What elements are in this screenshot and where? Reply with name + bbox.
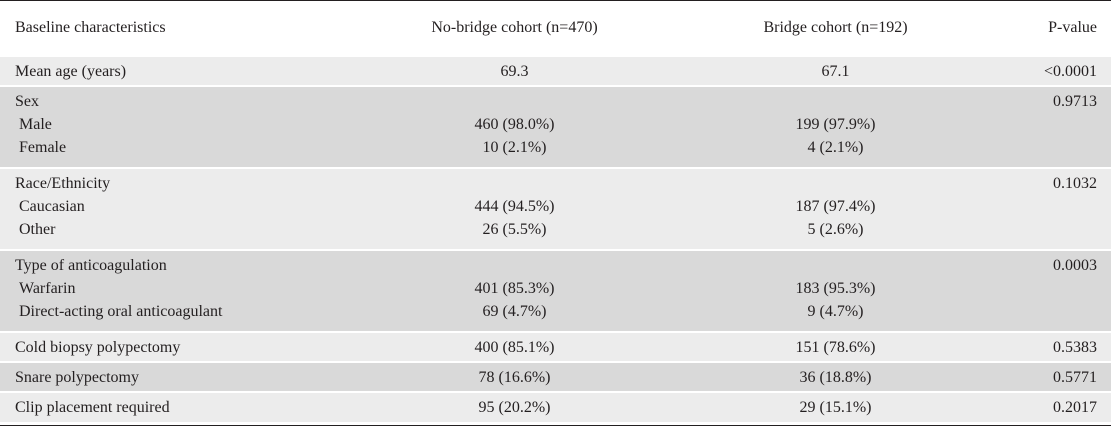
bridge-value: 151 (78.6%) bbox=[688, 330, 983, 362]
no-bridge-value-caucasian: 444 (94.5%) bbox=[474, 197, 555, 215]
row-label: Type of anticoagulation bbox=[15, 256, 167, 274]
p-value: 0.0003 bbox=[983, 248, 1111, 332]
row-label: Snare polypectomy bbox=[0, 360, 341, 392]
p-value: 0.1032 bbox=[983, 166, 1111, 250]
table-row-snare: Snare polypectomy 78 (16.6%) 36 (18.8%) … bbox=[0, 360, 1111, 392]
no-bridge-value-female: 10 (2.1%) bbox=[482, 138, 547, 156]
table-row-cold-biopsy: Cold biopsy polypectomy 400 (85.1%) 151 … bbox=[0, 330, 1111, 362]
bridge-value-caucasian: 187 (97.4%) bbox=[795, 197, 876, 215]
p-value: 0.5771 bbox=[983, 360, 1111, 392]
header-baseline-characteristics: Baseline characteristics bbox=[0, 0, 341, 56]
no-bridge-value-other: 26 (5.5%) bbox=[482, 220, 547, 238]
sub-label-caucasian: Caucasian bbox=[19, 197, 85, 215]
sub-label-warfarin: Warfarin bbox=[19, 279, 76, 297]
row-label: Mean age (years) bbox=[0, 54, 341, 86]
table-row-sex: Sex Male Female 460 (98.0%) 10 (2.1%) 19… bbox=[0, 84, 1111, 168]
sub-label-male: Male bbox=[19, 115, 52, 133]
row-label: Race/Ethnicity bbox=[15, 174, 111, 192]
no-bridge-value-doac: 69 (4.7%) bbox=[482, 302, 547, 320]
bridge-value-other: 5 (2.6%) bbox=[807, 220, 864, 238]
no-bridge-value: 400 (85.1%) bbox=[341, 330, 688, 362]
header-bridge-cohort: Bridge cohort (n=192) bbox=[688, 0, 983, 56]
sub-label-other: Other bbox=[19, 220, 56, 238]
bridge-value: 67.1 bbox=[688, 54, 983, 86]
bridge-value-female: 4 (2.1%) bbox=[807, 138, 864, 156]
table-row-anticoagulation: Type of anticoagulation Warfarin Direct-… bbox=[0, 248, 1111, 332]
bridge-value-warfarin: 183 (95.3%) bbox=[795, 279, 876, 297]
header-p-value: P-value bbox=[983, 0, 1111, 56]
table-header-row: Baseline characteristics No-bridge cohor… bbox=[0, 0, 1111, 56]
bridge-value: 36 (18.8%) bbox=[688, 360, 983, 392]
no-bridge-value-male: 460 (98.0%) bbox=[474, 115, 555, 133]
table-row-race-ethnicity: Race/Ethnicity Caucasian Other 444 (94.5… bbox=[0, 166, 1111, 250]
no-bridge-value: 69.3 bbox=[341, 54, 688, 86]
sub-label-female: Female bbox=[19, 138, 67, 156]
no-bridge-value-warfarin: 401 (85.3%) bbox=[474, 279, 555, 297]
bridge-value-male: 199 (97.9%) bbox=[795, 115, 876, 133]
p-value: 0.5383 bbox=[983, 330, 1111, 362]
p-value: 0.2017 bbox=[983, 390, 1111, 422]
bridge-value: 29 (15.1%) bbox=[688, 390, 983, 422]
table-row-mean-age: Mean age (years) 69.3 67.1 <0.0001 bbox=[0, 54, 1111, 86]
header-no-bridge-cohort: No-bridge cohort (n=470) bbox=[341, 0, 688, 56]
bridge-value-doac: 9 (4.7%) bbox=[807, 302, 864, 320]
row-label: Cold biopsy polypectomy bbox=[0, 330, 341, 362]
table-row-clip-placement: Clip placement required 95 (20.2%) 29 (1… bbox=[0, 390, 1111, 422]
row-label: Sex bbox=[15, 92, 39, 110]
row-label: Clip placement required bbox=[0, 390, 341, 422]
no-bridge-value: 95 (20.2%) bbox=[341, 390, 688, 422]
p-value: 0.9713 bbox=[983, 84, 1111, 168]
p-value: <0.0001 bbox=[983, 54, 1111, 86]
no-bridge-value: 78 (16.6%) bbox=[341, 360, 688, 392]
sub-label-doac: Direct-acting oral anticoagulant bbox=[19, 302, 223, 320]
table-bottom-rule bbox=[0, 425, 1111, 426]
